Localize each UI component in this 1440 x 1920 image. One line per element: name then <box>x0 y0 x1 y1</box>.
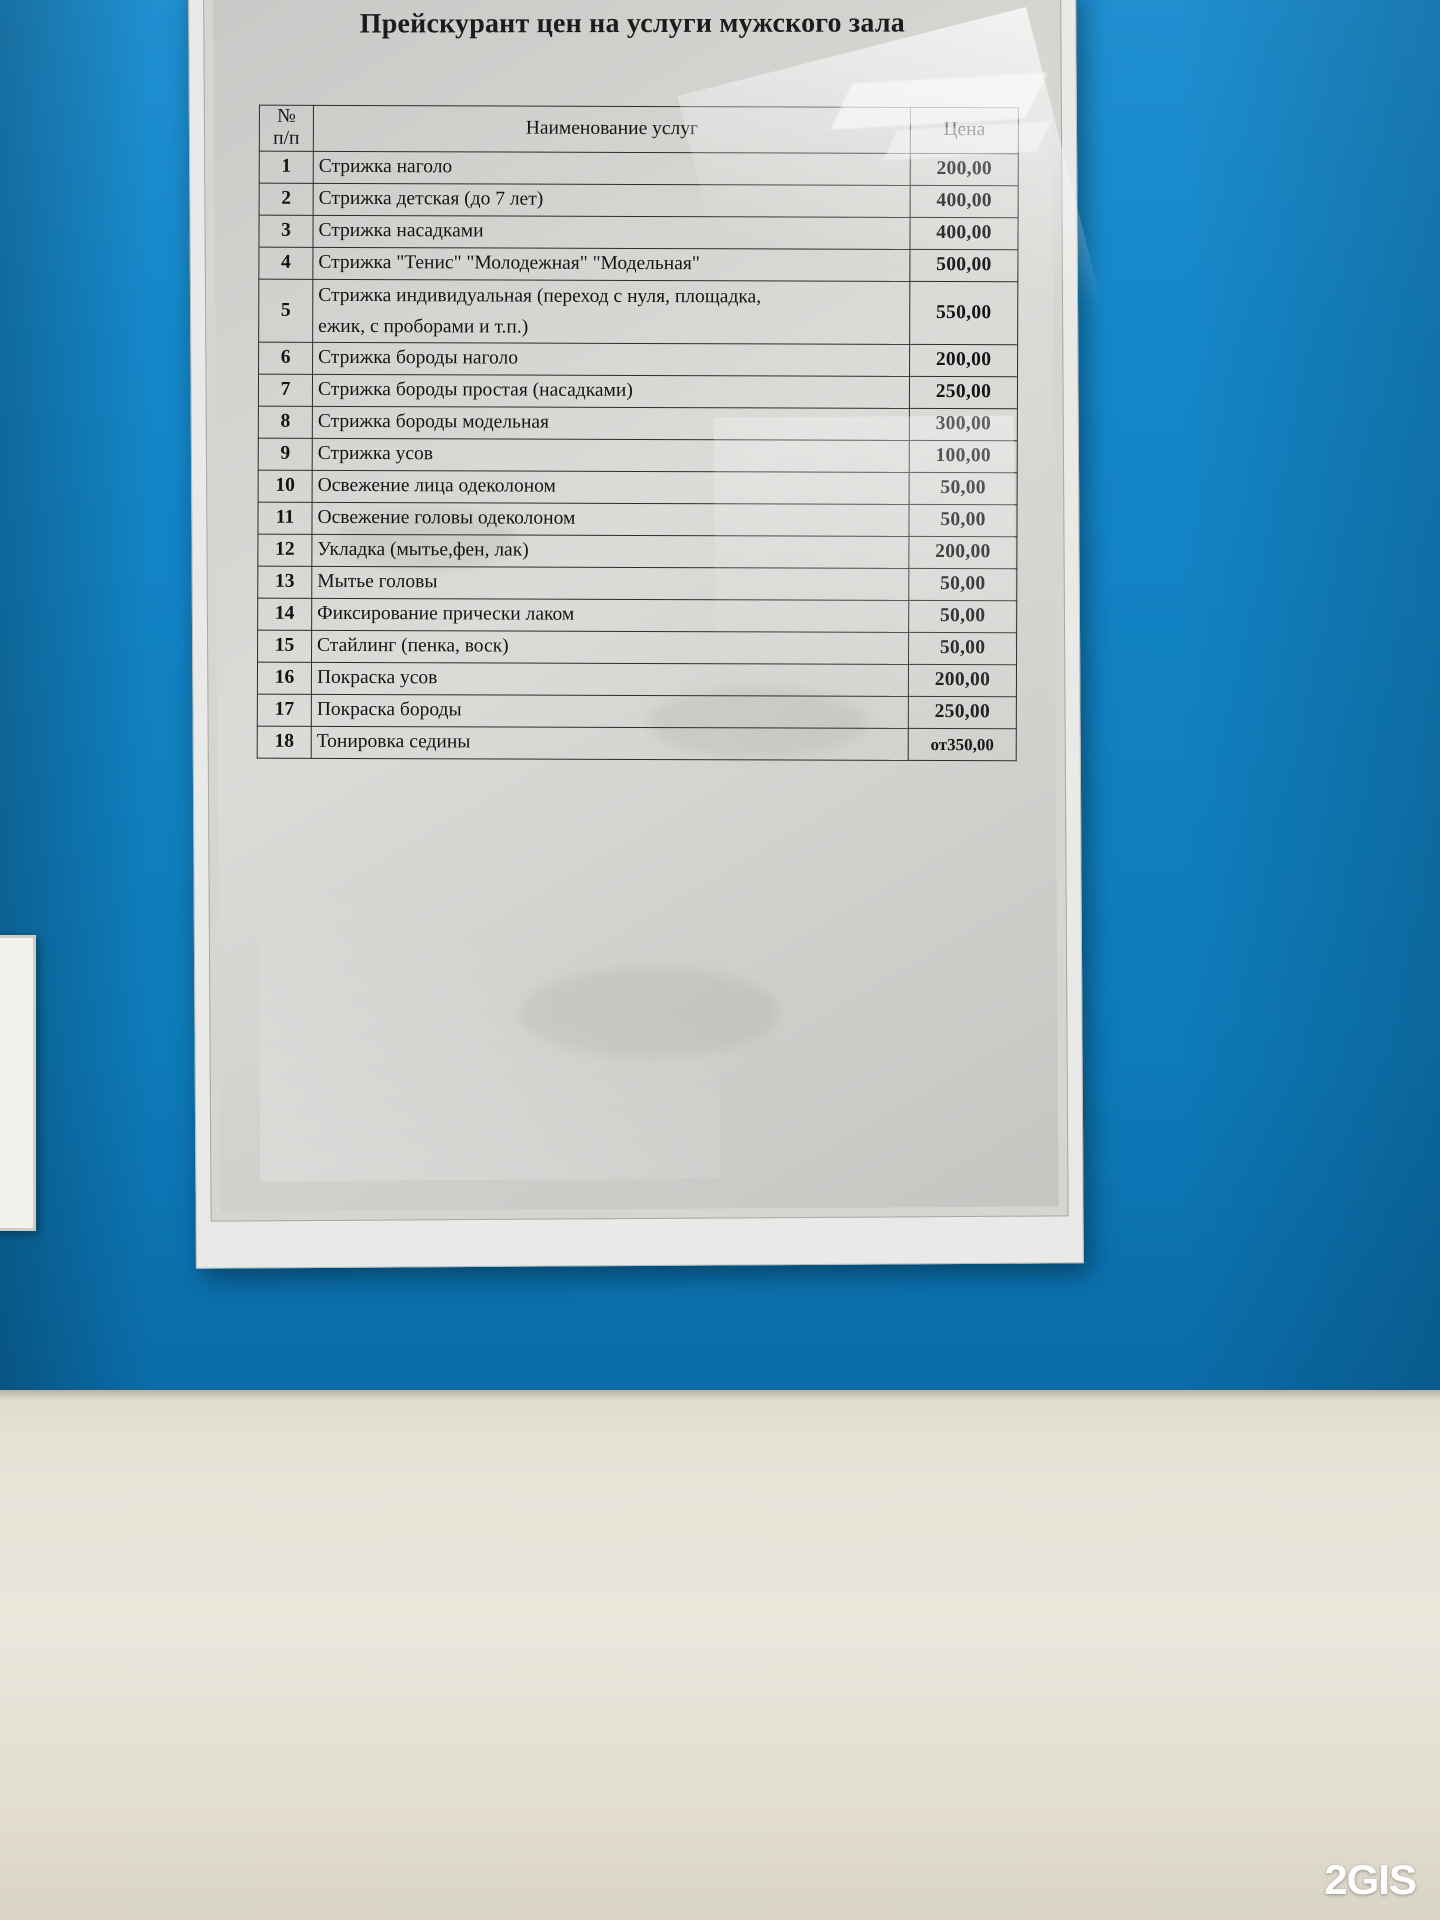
column-header-number-line2: п/п <box>273 128 300 150</box>
service-name: Стрижка детская (до 7 лет) <box>313 183 911 218</box>
page-title: Прейскурант цен на услуги мужского зала <box>359 7 905 40</box>
row-number: 6 <box>258 342 313 375</box>
service-name: Тонировка седины <box>311 726 909 761</box>
service-price: 50,00 <box>909 472 1018 505</box>
service-name: Покраска усов <box>311 662 909 697</box>
table-header-row: № п/п Наименование услуг Цена <box>259 105 1019 154</box>
column-header-number: № п/п <box>259 105 314 152</box>
service-name: Стрижка усов <box>312 438 910 473</box>
table-row: 9 Стрижка усов 100,00 <box>258 438 1018 473</box>
service-price: 200,00 <box>908 664 1017 697</box>
table-row: 1 Стрижка наголо 200,00 <box>259 151 1019 186</box>
row-number: 3 <box>258 215 314 248</box>
service-price: 200,00 <box>909 344 1018 377</box>
service-name: Мытье головы <box>311 566 909 601</box>
service-name: Стайлинг (пенка, воск) <box>311 630 909 665</box>
price-list-sheet: Прейскурант цен на услуги мужского зала … <box>213 0 1108 1212</box>
glass-glare <box>258 878 721 1182</box>
table-row: 11 Освежение головы одеколоном 50,00 <box>257 502 1018 537</box>
row-number: 1 <box>259 151 314 184</box>
table-row: 12 Укладка (мытье,фен, лак) 200,00 <box>257 534 1017 569</box>
price-list-frame: Прейскурант цен на услуги мужского зала … <box>188 0 1108 1269</box>
service-price: 50,00 <box>908 504 1018 537</box>
service-price: 250,00 <box>909 376 1018 409</box>
column-header-service-name: Наименование услуг <box>313 105 911 154</box>
table-row: 5 Стрижка индивидуальная (переход с нуля,… <box>258 279 1018 345</box>
table-head: № п/п Наименование услуг Цена <box>259 105 1019 154</box>
frame-inner-border: Прейскурант цен на услуги мужского зала … <box>203 0 1108 1222</box>
service-name: Покраска бороды <box>311 694 909 729</box>
service-name: Укладка (мытье,фен, лак) <box>311 534 909 569</box>
adjacent-frame-sliver <box>0 935 36 1231</box>
watermark-2gis: 2GIS <box>1324 1856 1417 1903</box>
service-price: 200,00 <box>908 536 1017 569</box>
service-name: Освежение лица одеколоном <box>312 470 910 505</box>
price-table: № п/п Наименование услуг Цена 1 Стрижка н… <box>257 105 1019 761</box>
table-row: 6 Стрижка бороды наголо 200,00 <box>258 342 1018 377</box>
service-name: Стрижка насадками <box>312 215 911 250</box>
service-price: 50,00 <box>908 600 1017 633</box>
table-row: 10 Освежение лица одеколоном 50,00 <box>258 470 1018 505</box>
row-number: 13 <box>257 566 312 599</box>
service-price: 550,00 <box>909 281 1018 345</box>
table-row: 15 Стайлинг (пенка, воск) 50,00 <box>257 630 1017 665</box>
service-name: Стрижка "Тенис" "Молодежная" "Модельная" <box>312 247 910 282</box>
price-table-container: № п/п Наименование услуг Цена 1 Стрижка н… <box>257 105 1019 761</box>
table-row: 16 Покраска усов 200,00 <box>257 662 1017 697</box>
wall-lower-band <box>0 1390 1440 1920</box>
row-number: 14 <box>257 598 312 631</box>
table-row: 3 Стрижка насадками 400,00 <box>258 215 1019 250</box>
paper-smudge <box>519 967 780 1059</box>
row-number: 2 <box>259 183 314 216</box>
service-name-line1: Стрижка индивидуальная (переход с нуля, … <box>318 284 762 308</box>
service-price: 100,00 <box>909 440 1018 473</box>
service-price: 400,00 <box>910 185 1019 218</box>
service-price: от350,00 <box>908 728 1017 761</box>
table-row: 4 Стрижка "Тенис" "Молодежная" "Модельная… <box>258 247 1018 282</box>
service-name: Стрижка бороды модельная <box>312 406 910 441</box>
service-price: 300,00 <box>909 408 1018 441</box>
row-number: 11 <box>257 502 313 535</box>
column-header-price: Цена <box>910 107 1019 154</box>
row-number: 16 <box>257 662 312 695</box>
service-name: Стрижка бороды наголо <box>312 342 910 377</box>
row-number: 4 <box>258 247 313 280</box>
service-price: 50,00 <box>908 632 1017 665</box>
row-number: 8 <box>258 406 313 439</box>
table-row: 13 Мытье головы 50,00 <box>257 566 1017 601</box>
table-row: 17 Покраска бороды 250,00 <box>257 694 1017 729</box>
service-name: Стрижка бороды простая (насадками) <box>312 374 910 409</box>
wall-shadow-right <box>1180 0 1440 1400</box>
service-price: 400,00 <box>909 217 1019 250</box>
row-number: 18 <box>257 726 312 759</box>
column-header-number-line1: № <box>277 105 296 127</box>
service-name: Фиксирование прически лаком <box>311 598 909 633</box>
service-price: 200,00 <box>910 153 1019 186</box>
table-row: 2 Стрижка детская (до 7 лет) 400,00 <box>259 183 1019 218</box>
table-row: 14 Фиксирование прически лаком 50,00 <box>257 598 1017 633</box>
table-row: 7 Стрижка бороды простая (насадками) 250,0… <box>258 374 1018 409</box>
service-price: 500,00 <box>909 249 1018 282</box>
row-number: 17 <box>257 694 312 727</box>
row-number: 12 <box>257 534 312 567</box>
service-name: Стрижка индивидуальная (переход с нуля, … <box>312 279 910 345</box>
table-row: 18 Тонировка седины от350,00 <box>257 726 1017 761</box>
service-name: Стрижка наголо <box>313 151 911 186</box>
table-row: 8 Стрижка бороды модельная 300,00 <box>258 406 1018 441</box>
service-price: 250,00 <box>908 696 1017 729</box>
table-body: 1 Стрижка наголо 200,00 2 Стрижка детская (д… <box>257 151 1019 761</box>
service-name: Освежение головы одеколоном <box>311 502 910 537</box>
service-price: 50,00 <box>908 568 1017 601</box>
row-number: 5 <box>258 279 313 343</box>
service-name-line2: ежик, с проборами и т.п.) <box>318 316 529 338</box>
row-number: 15 <box>257 630 312 663</box>
row-number: 10 <box>258 470 313 503</box>
row-number: 7 <box>258 374 313 407</box>
row-number: 9 <box>258 438 313 471</box>
